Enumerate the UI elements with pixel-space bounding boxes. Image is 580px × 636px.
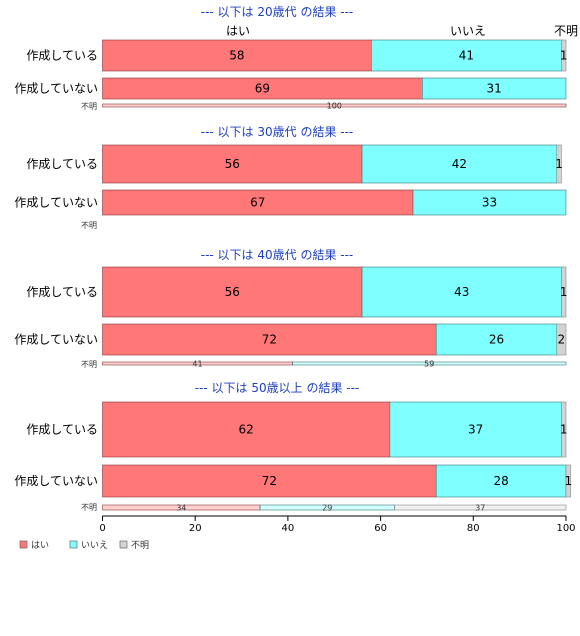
bar-segment — [561, 401, 567, 458]
bar-segment — [561, 266, 567, 318]
x-tick-label: 0 — [99, 523, 105, 534]
data-label: 1 — [560, 423, 568, 437]
legend-swatch — [69, 540, 78, 549]
data-label: 1 — [555, 157, 563, 171]
unknown-data-label: 41 — [192, 360, 202, 369]
data-label: 67 — [250, 196, 265, 210]
data-label: 56 — [225, 157, 240, 171]
category-label: 作成していない — [14, 333, 98, 347]
group-heading: --- 以下は 50歳以上 の結果 --- — [195, 381, 360, 395]
unknown-data-label: 29 — [322, 504, 332, 513]
category-label: 作成していない — [14, 196, 98, 210]
data-label: 58 — [229, 49, 244, 63]
bar-segment — [561, 39, 567, 72]
category-label: 作成していない — [14, 82, 98, 96]
group-heading: --- 以下は 40歳代 の結果 --- — [201, 248, 354, 262]
bar-segment — [565, 464, 571, 498]
data-label: 1 — [564, 474, 572, 488]
data-label: 62 — [239, 423, 254, 437]
bar-segment — [361, 144, 558, 184]
data-label: 72 — [262, 474, 277, 488]
data-label: 28 — [493, 474, 508, 488]
x-tick-label: 100 — [556, 523, 575, 534]
bar-segment — [556, 144, 562, 184]
bar-segment — [102, 464, 437, 498]
data-label: 2 — [558, 333, 566, 347]
category-label: 作成している — [26, 423, 98, 437]
data-label: 41 — [459, 49, 474, 63]
bar-segment — [102, 39, 372, 72]
category-label: 作成している — [26, 49, 98, 63]
data-label: 69 — [255, 82, 270, 96]
x-tick-label: 60 — [374, 523, 387, 534]
unknown-row-label: 不明 — [81, 360, 97, 369]
category-label: 作成していない — [14, 474, 98, 488]
bar-segment — [422, 77, 567, 100]
data-label: 72 — [262, 333, 277, 347]
x-tick-label: 40 — [282, 523, 295, 534]
data-label: 42 — [452, 157, 467, 171]
unknown-data-label: 34 — [176, 504, 186, 513]
legend-label: はい — [31, 540, 49, 551]
bar-segment — [102, 144, 363, 184]
data-label: 1 — [560, 49, 568, 63]
legend-swatch — [119, 540, 128, 549]
category-label: 作成している — [26, 157, 98, 171]
bar-segment — [102, 401, 391, 458]
unknown-row-label: 不明 — [81, 503, 97, 512]
category-label: 作成している — [26, 285, 98, 299]
group-heading: --- 以下は 30歳代 の結果 --- — [201, 125, 354, 139]
data-label: 26 — [489, 333, 504, 347]
unknown-data-label: 100 — [327, 102, 342, 111]
group-heading: --- 以下は 20歳代 の結果 --- — [201, 5, 354, 19]
bar-segment — [102, 266, 363, 318]
x-tick-label: 20 — [189, 523, 202, 534]
bar-segment — [412, 189, 567, 216]
data-label: 1 — [560, 285, 568, 299]
legend-label: 不明 — [131, 540, 149, 551]
bar-segment — [435, 323, 558, 356]
bar-segment — [389, 401, 562, 458]
legend-swatch — [19, 540, 28, 549]
legend-label: いいえ — [81, 540, 108, 551]
column-header: いいえ — [450, 24, 486, 38]
unknown-row-label: 不明 — [81, 221, 97, 230]
data-label: 31 — [487, 82, 502, 96]
data-label: 33 — [482, 196, 497, 210]
unknown-bar-segment — [292, 361, 567, 366]
unknown-bar-segment — [394, 504, 567, 511]
bar-segment — [102, 189, 414, 216]
column-header: はい — [226, 24, 250, 38]
unknown-row-label: 不明 — [81, 102, 97, 111]
bar-segment — [556, 323, 567, 356]
bar-segment — [102, 323, 437, 356]
unknown-data-label: 37 — [475, 504, 485, 513]
data-label: 43 — [454, 285, 469, 299]
unknown-data-label: 59 — [424, 360, 434, 369]
data-label: 37 — [468, 423, 483, 437]
column-header: 不明 — [554, 24, 578, 38]
bar-segment — [435, 464, 567, 498]
bar-segment — [371, 39, 562, 72]
unknown-bar-segment — [102, 103, 567, 108]
x-tick-label: 80 — [467, 523, 480, 534]
data-label: 56 — [225, 285, 240, 299]
